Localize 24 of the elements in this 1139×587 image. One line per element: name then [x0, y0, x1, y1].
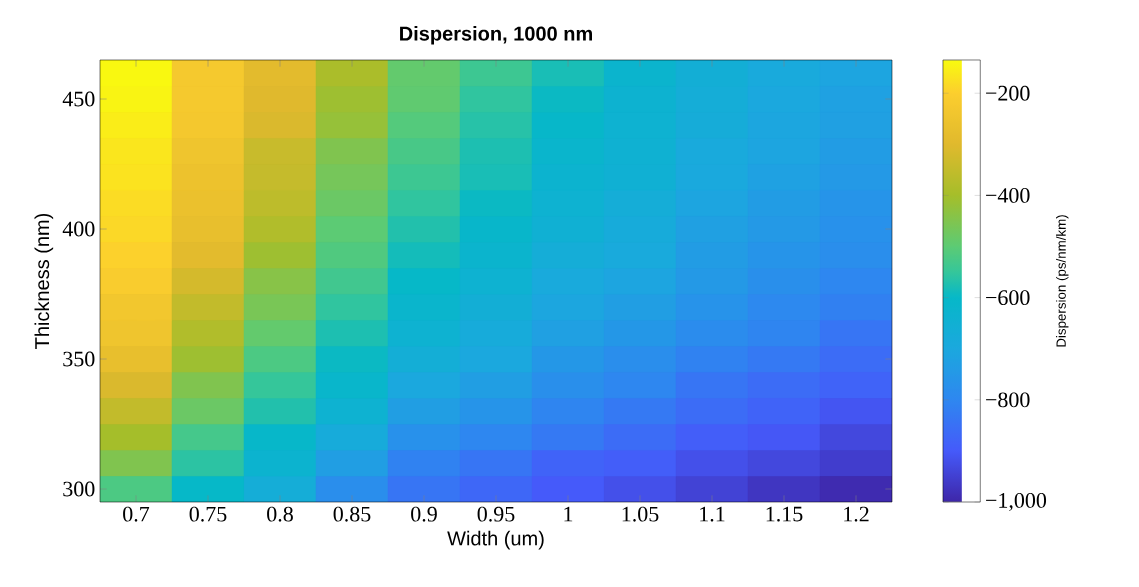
x-axis-title: Width (um) — [447, 530, 544, 550]
x-tick-label: 1.2 — [844, 506, 869, 522]
x-tick-label: 0.7 — [123, 506, 150, 522]
x-tick-label: 0.8 — [267, 506, 293, 522]
x-tick-label: 1.15 — [766, 506, 803, 522]
chart-title: Dispersion, 1000 nm — [400, 25, 592, 45]
x-tick-label: 0.9 — [411, 506, 437, 522]
color-bar-label: −200 — [986, 85, 1030, 101]
x-tick-label: 0.75 — [189, 506, 227, 522]
color-bar-label: −800 — [986, 392, 1030, 408]
y-tick-label: 300 — [63, 481, 95, 497]
y-tick-label: 350 — [63, 351, 95, 367]
color-bar-label: −1,000 — [986, 492, 1047, 512]
y-tick-label: 400 — [62, 221, 95, 237]
y-axis-title: Thickness (nm) — [34, 213, 54, 349]
x-tick-label: 1.1 — [700, 506, 725, 522]
x-tick-label: 1.05 — [622, 506, 659, 522]
y-tick-label: 450 — [62, 91, 95, 107]
color-bar-label: −600 — [986, 290, 1030, 306]
x-tick-label: 0.95 — [477, 506, 515, 522]
x-tick-label: 0.85 — [333, 506, 371, 522]
color-bar-label: −400 — [986, 187, 1030, 203]
x-tick-label: 1 — [564, 506, 573, 522]
color-bar-title: Dispersion (ps/nm/km) — [1056, 215, 1069, 347]
